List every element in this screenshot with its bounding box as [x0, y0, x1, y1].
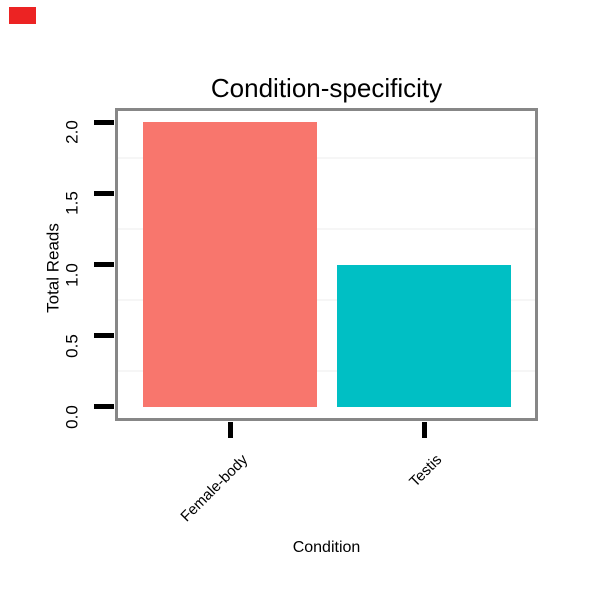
- y-tick-label: 0.5: [62, 333, 82, 358]
- y-axis-tick: [94, 262, 114, 267]
- x-axis-tick: [421, 422, 427, 438]
- y-axis-tick: [94, 333, 114, 339]
- x-tick-label: Testis: [406, 451, 446, 491]
- y-axis-tick: [94, 190, 114, 196]
- chart-title: Condition-specificity: [210, 73, 443, 103]
- y-tick-label: 0.0: [62, 404, 82, 429]
- y-axis-title: Total Reads: [43, 223, 63, 313]
- y-axis-tick: [94, 404, 114, 410]
- bar-testis: [337, 264, 511, 407]
- y-tick-label: 2.0: [62, 120, 82, 145]
- red-marker: [9, 7, 36, 24]
- y-tick-label: 1.0: [62, 262, 82, 287]
- y-axis-tick: [94, 119, 114, 125]
- minor-gridline: [118, 299, 535, 302]
- minor-gridline: [118, 156, 535, 159]
- x-tick-label: Female-body: [177, 451, 252, 526]
- plot-panel: [115, 108, 538, 421]
- bar-female-body: [143, 122, 317, 407]
- minor-gridline: [118, 227, 535, 230]
- minor-gridline: [118, 370, 535, 373]
- x-axis-title: Condition: [292, 539, 361, 556]
- y-tick-label: 1.5: [62, 191, 82, 216]
- x-axis-tick: [227, 422, 233, 438]
